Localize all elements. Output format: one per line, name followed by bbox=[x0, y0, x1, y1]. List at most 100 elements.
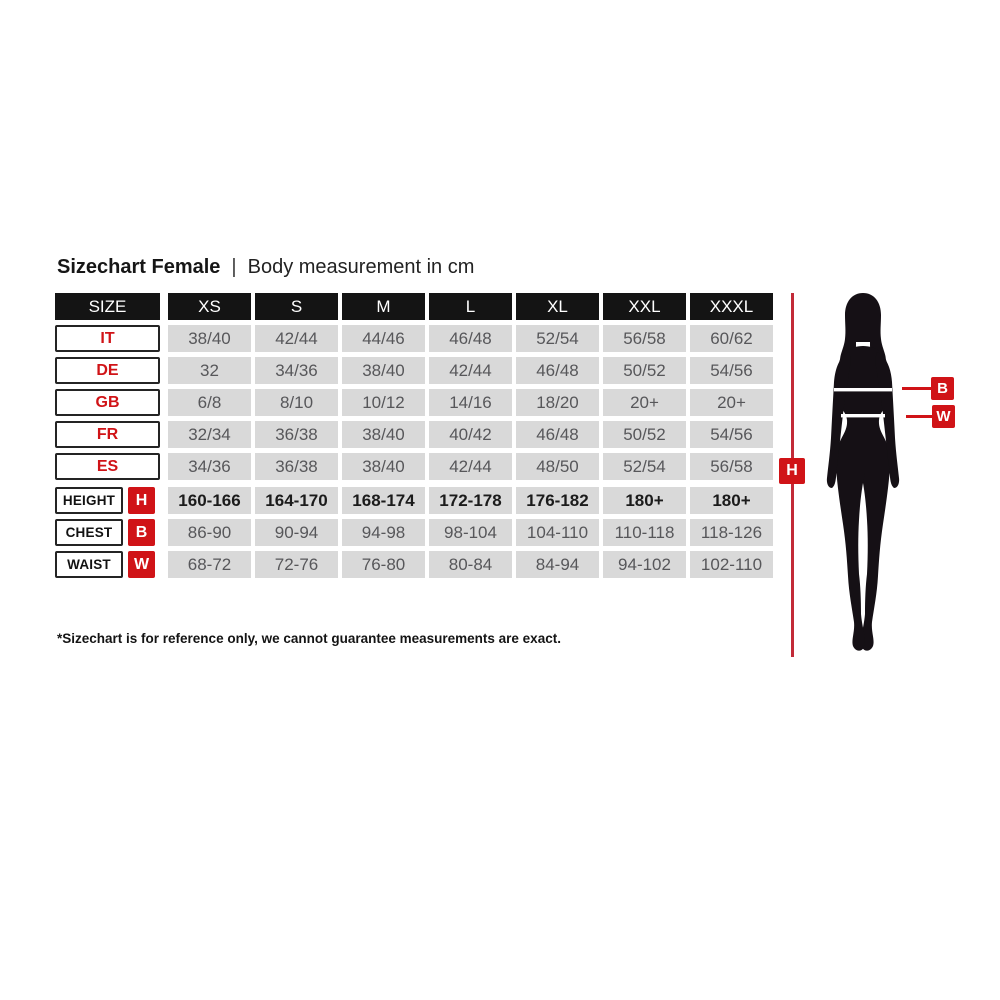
bust-badge: B bbox=[931, 377, 954, 400]
cell-gb-s: 8/10 bbox=[255, 389, 338, 416]
cell-gb-xs: 6/8 bbox=[168, 389, 251, 416]
cell-chest-l: 98-104 bbox=[429, 519, 512, 546]
height-badge: H bbox=[779, 458, 805, 484]
silhouette-head-hair bbox=[840, 293, 886, 366]
cell-de-xl: 46/48 bbox=[516, 357, 599, 384]
cell-de-s: 34/36 bbox=[255, 357, 338, 384]
size-header-xxl: XXL bbox=[603, 293, 686, 320]
cell-height-m: 168-174 bbox=[342, 487, 425, 514]
silhouette-right-leg bbox=[861, 466, 890, 651]
cell-height-xxl: 180+ bbox=[603, 487, 686, 514]
measurement-label-group-chest: CHEST B bbox=[55, 519, 160, 546]
country-label-it: IT bbox=[55, 325, 160, 352]
cell-it-xxxl: 60/62 bbox=[690, 325, 773, 352]
cell-it-s: 42/44 bbox=[255, 325, 338, 352]
size-table-header-row: SIZE XS S M L XL XXL XXXL bbox=[55, 293, 773, 320]
country-row-de: DE 32 34/36 38/40 42/44 46/48 50/52 54/56 bbox=[55, 357, 773, 384]
country-size-rows: IT 38/40 42/44 44/46 46/48 52/54 56/58 60/62 DE 3… bbox=[55, 325, 773, 480]
cell-es-xxl: 52/54 bbox=[603, 453, 686, 480]
cell-es-xl: 48/50 bbox=[516, 453, 599, 480]
cell-es-xxxl: 56/58 bbox=[690, 453, 773, 480]
female-silhouette-illustration bbox=[826, 293, 900, 651]
cell-waist-xs: 68-72 bbox=[168, 551, 251, 578]
silhouette-left-leg bbox=[836, 466, 865, 651]
cell-de-xxl: 50/52 bbox=[603, 357, 686, 384]
cell-it-xxl: 56/58 bbox=[603, 325, 686, 352]
size-header-xxxl: XXXL bbox=[690, 293, 773, 320]
body-measurement-rows: HEIGHT H 160-166 164-170 168-174 172-178 176-1… bbox=[55, 487, 773, 578]
cell-chest-xxl: 110-118 bbox=[603, 519, 686, 546]
cell-chest-xxxl: 118-126 bbox=[690, 519, 773, 546]
measurement-label-group-waist: WAIST W bbox=[55, 551, 160, 578]
measurement-label-chest: CHEST bbox=[55, 519, 123, 546]
cell-chest-s: 90-94 bbox=[255, 519, 338, 546]
cell-es-xs: 34/36 bbox=[168, 453, 251, 480]
cell-waist-xxl: 94-102 bbox=[603, 551, 686, 578]
waist-cut-line bbox=[841, 414, 885, 418]
country-label-es: ES bbox=[55, 453, 160, 480]
cell-waist-l: 80-84 bbox=[429, 551, 512, 578]
measurement-label-height: HEIGHT bbox=[55, 487, 123, 514]
title-separator: | bbox=[231, 256, 237, 278]
country-row-it: IT 38/40 42/44 44/46 46/48 52/54 56/58 60/62 bbox=[55, 325, 773, 352]
cell-de-m: 38/40 bbox=[342, 357, 425, 384]
cell-es-m: 38/40 bbox=[342, 453, 425, 480]
cell-fr-xxxl: 54/56 bbox=[690, 421, 773, 448]
cell-gb-xl: 18/20 bbox=[516, 389, 599, 416]
cell-waist-m: 76-80 bbox=[342, 551, 425, 578]
cell-it-xs: 38/40 bbox=[168, 325, 251, 352]
chest-table-badge: B bbox=[128, 519, 155, 546]
cell-height-xxxl: 180+ bbox=[690, 487, 773, 514]
country-label-gb: GB bbox=[55, 389, 160, 416]
cell-es-s: 36/38 bbox=[255, 453, 338, 480]
cell-it-l: 46/48 bbox=[429, 325, 512, 352]
cell-fr-l: 40/42 bbox=[429, 421, 512, 448]
waist-measure-line bbox=[906, 415, 932, 418]
cell-de-l: 42/44 bbox=[429, 357, 512, 384]
height-table-badge: H bbox=[128, 487, 155, 514]
country-label-de: DE bbox=[55, 357, 160, 384]
cell-waist-xxxl: 102-110 bbox=[690, 551, 773, 578]
cell-height-s: 164-170 bbox=[255, 487, 338, 514]
cell-it-xl: 52/54 bbox=[516, 325, 599, 352]
cell-waist-s: 72-76 bbox=[255, 551, 338, 578]
country-row-es: ES 34/36 36/38 38/40 42/44 48/50 52/54 56/58 bbox=[55, 453, 773, 480]
size-header-m: M bbox=[342, 293, 425, 320]
silhouette-right-arm bbox=[875, 352, 900, 488]
cell-height-xs: 160-166 bbox=[168, 487, 251, 514]
size-header-xs: XS bbox=[168, 293, 251, 320]
silhouette-torso bbox=[835, 346, 891, 478]
cell-de-xs: 32 bbox=[168, 357, 251, 384]
bust-cut-line bbox=[834, 388, 892, 392]
cell-gb-xxxl: 20+ bbox=[690, 389, 773, 416]
cell-gb-m: 10/12 bbox=[342, 389, 425, 416]
title-bold: Sizechart Female bbox=[57, 256, 221, 278]
cell-fr-s: 36/38 bbox=[255, 421, 338, 448]
size-table: SIZE XS S M L XL XXL XXXL IT 38/40 42/44 44/46 46/4… bbox=[55, 293, 773, 583]
title-subtitle: Body measurement in cm bbox=[247, 256, 475, 278]
cell-chest-xs: 86-90 bbox=[168, 519, 251, 546]
measurement-row-chest: CHEST B 86-90 90-94 94-98 98-104 104-110 110-11… bbox=[55, 519, 773, 546]
cell-waist-xl: 84-94 bbox=[516, 551, 599, 578]
cell-fr-xs: 32/34 bbox=[168, 421, 251, 448]
cell-it-m: 44/46 bbox=[342, 325, 425, 352]
cell-height-xl: 176-182 bbox=[516, 487, 599, 514]
silhouette-left-arm bbox=[826, 352, 851, 488]
cell-es-l: 42/44 bbox=[429, 453, 512, 480]
measurement-label-waist: WAIST bbox=[55, 551, 123, 578]
cell-gb-xxl: 20+ bbox=[603, 389, 686, 416]
size-column-header: SIZE bbox=[55, 293, 160, 320]
cell-gb-l: 14/16 bbox=[429, 389, 512, 416]
measurement-row-height: HEIGHT H 160-166 164-170 168-174 172-178 176-1… bbox=[55, 487, 773, 514]
country-row-fr: FR 32/34 36/38 38/40 40/42 46/48 50/52 54/56 bbox=[55, 421, 773, 448]
cell-fr-xxl: 50/52 bbox=[603, 421, 686, 448]
waist-table-badge: W bbox=[128, 551, 155, 578]
cell-chest-m: 94-98 bbox=[342, 519, 425, 546]
size-header-l: L bbox=[429, 293, 512, 320]
measurement-label-group-height: HEIGHT H bbox=[55, 487, 160, 514]
measurement-row-waist: WAIST W 68-72 72-76 76-80 80-84 84-94 94-102 102… bbox=[55, 551, 773, 578]
page-title: Sizechart Female | Body measurement in cm bbox=[57, 256, 474, 279]
cell-height-l: 172-178 bbox=[429, 487, 512, 514]
cell-fr-m: 38/40 bbox=[342, 421, 425, 448]
